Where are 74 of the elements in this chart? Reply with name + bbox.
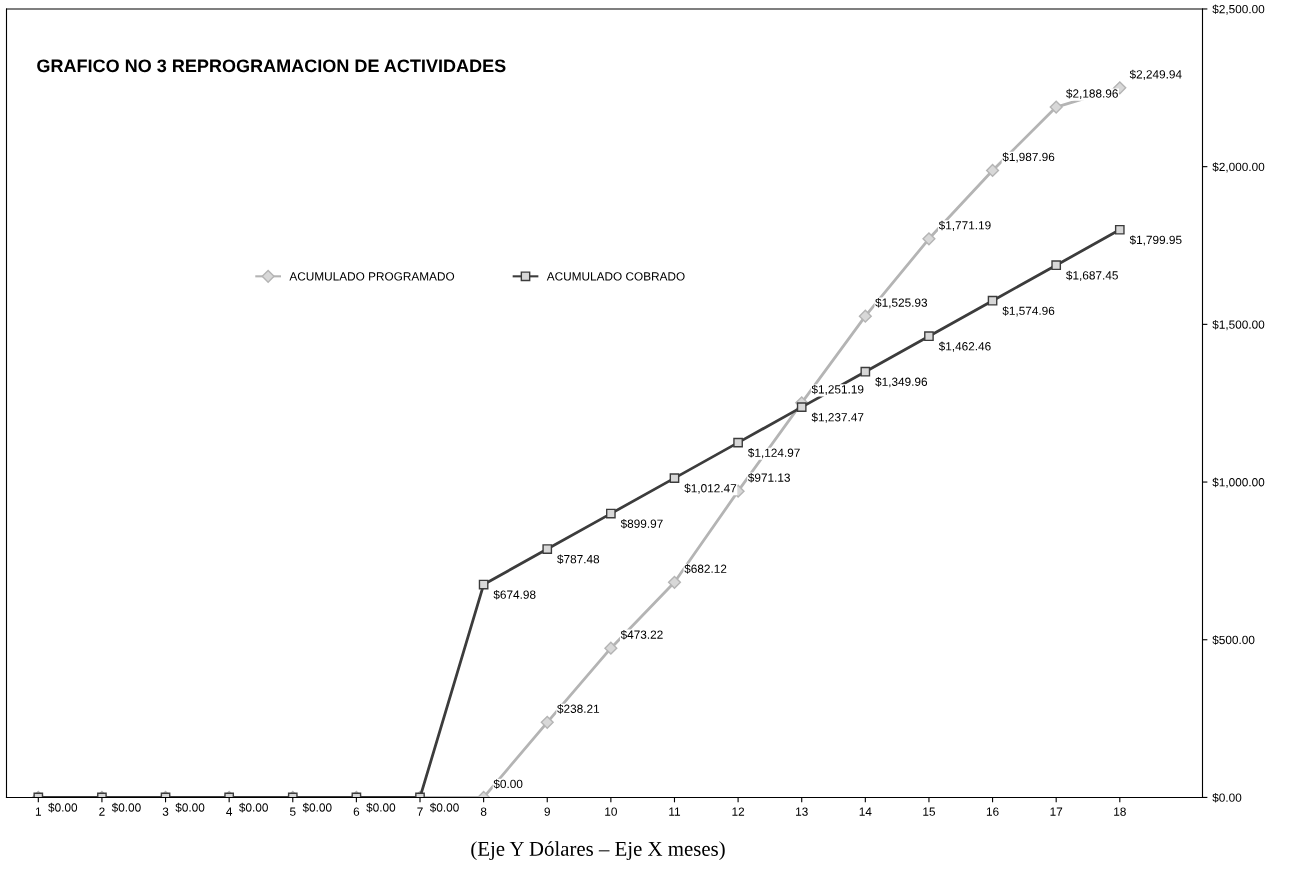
x-tick-label: 5 xyxy=(289,807,296,816)
y-tick-label: $2,500.00 xyxy=(1212,4,1265,15)
data-label: $0.00 xyxy=(111,802,141,813)
data-label: $1,124.97 xyxy=(747,448,800,459)
data-label: $0.00 xyxy=(493,779,523,789)
x-tick-label: 8 xyxy=(480,807,487,816)
data-label: $0.00 xyxy=(302,802,332,813)
data-label: $1,987.96 xyxy=(1002,152,1055,163)
point xyxy=(733,437,743,448)
data-label: $238.21 xyxy=(557,704,600,714)
point xyxy=(924,331,934,342)
x-tick-label: 2 xyxy=(99,807,105,816)
data-label: $1,687.45 xyxy=(1066,270,1118,281)
x-tick-label: 7 xyxy=(417,807,423,816)
x-tick-label: 6 xyxy=(353,807,360,816)
data-label: $0.00 xyxy=(429,802,459,813)
point xyxy=(1114,224,1125,235)
y-tick-label: $1,000.00 xyxy=(1212,477,1265,488)
data-label: $1,799.95 xyxy=(1129,235,1182,246)
x-tick-label: 1 xyxy=(35,807,42,816)
data-label: $1,574.96 xyxy=(1002,306,1055,317)
x-tick-label: 16 xyxy=(986,807,999,816)
data-label: $0.00 xyxy=(239,802,268,813)
point xyxy=(860,366,871,377)
data-label: $2,188.96 xyxy=(1066,88,1118,100)
point xyxy=(796,402,807,413)
x-tick-label: 12 xyxy=(732,807,745,816)
data-label: $674.98 xyxy=(493,589,536,600)
data-label: $682.12 xyxy=(684,564,727,574)
y-tick-label: $1,500.00 xyxy=(1212,319,1265,331)
data-label: $787.48 xyxy=(557,554,600,565)
data-label: $473.22 xyxy=(620,630,663,640)
x-tick-label: 3 xyxy=(162,807,169,816)
x-tick-label: 15 xyxy=(923,807,936,816)
y-tick-label: $0.00 xyxy=(1212,792,1242,803)
data-label: $1,012.47 xyxy=(684,483,737,494)
x-tick-label: 10 xyxy=(605,807,617,816)
point xyxy=(542,544,553,554)
x-tick-label: 9 xyxy=(544,807,550,816)
legend-label: ACUMULADO COBRADO xyxy=(546,272,685,281)
point xyxy=(985,163,1000,178)
point xyxy=(858,309,872,323)
point xyxy=(922,232,936,246)
data-label: $0.00 xyxy=(48,802,78,813)
data-label: $1,525.93 xyxy=(875,297,928,309)
point xyxy=(669,473,680,483)
text: GRAFICO NO 3 REPROGRAMACION DE ACTIVIDADES xyxy=(37,59,506,73)
point xyxy=(605,508,616,519)
point xyxy=(604,641,618,655)
x-tick-label: 13 xyxy=(796,807,808,816)
x-tick-label: 11 xyxy=(669,807,681,816)
point xyxy=(667,575,682,589)
x-tick-label: 14 xyxy=(859,807,872,816)
point xyxy=(540,715,554,729)
x-tick-label: 17 xyxy=(1050,807,1063,816)
data-label: $1,237.47 xyxy=(811,412,864,423)
data-label: $0.00 xyxy=(175,802,205,813)
data-label: $899.97 xyxy=(620,519,663,529)
legend-label: ACUMULADO PROGRAMADO xyxy=(289,272,455,281)
y-tick-label: $500.00 xyxy=(1212,635,1255,645)
data-label: $1,251.19 xyxy=(811,384,864,395)
point xyxy=(987,295,998,306)
x-tick-label: 4 xyxy=(226,807,233,816)
point xyxy=(1051,260,1062,271)
text: (Eje Y Dólares – Eje X meses) xyxy=(471,841,725,861)
x-tick-label: 18 xyxy=(1114,807,1126,816)
y-tick-label: $2,000.00 xyxy=(1212,162,1265,173)
data-label: $0.00 xyxy=(366,802,396,813)
data-label: $971.13 xyxy=(747,472,790,483)
data-label: $1,349.96 xyxy=(875,377,928,388)
data-label: $1,462.46 xyxy=(938,341,991,352)
point xyxy=(1049,100,1063,114)
data-label: $1,771.19 xyxy=(938,220,991,231)
data-label: $2,249.94 xyxy=(1129,69,1182,80)
